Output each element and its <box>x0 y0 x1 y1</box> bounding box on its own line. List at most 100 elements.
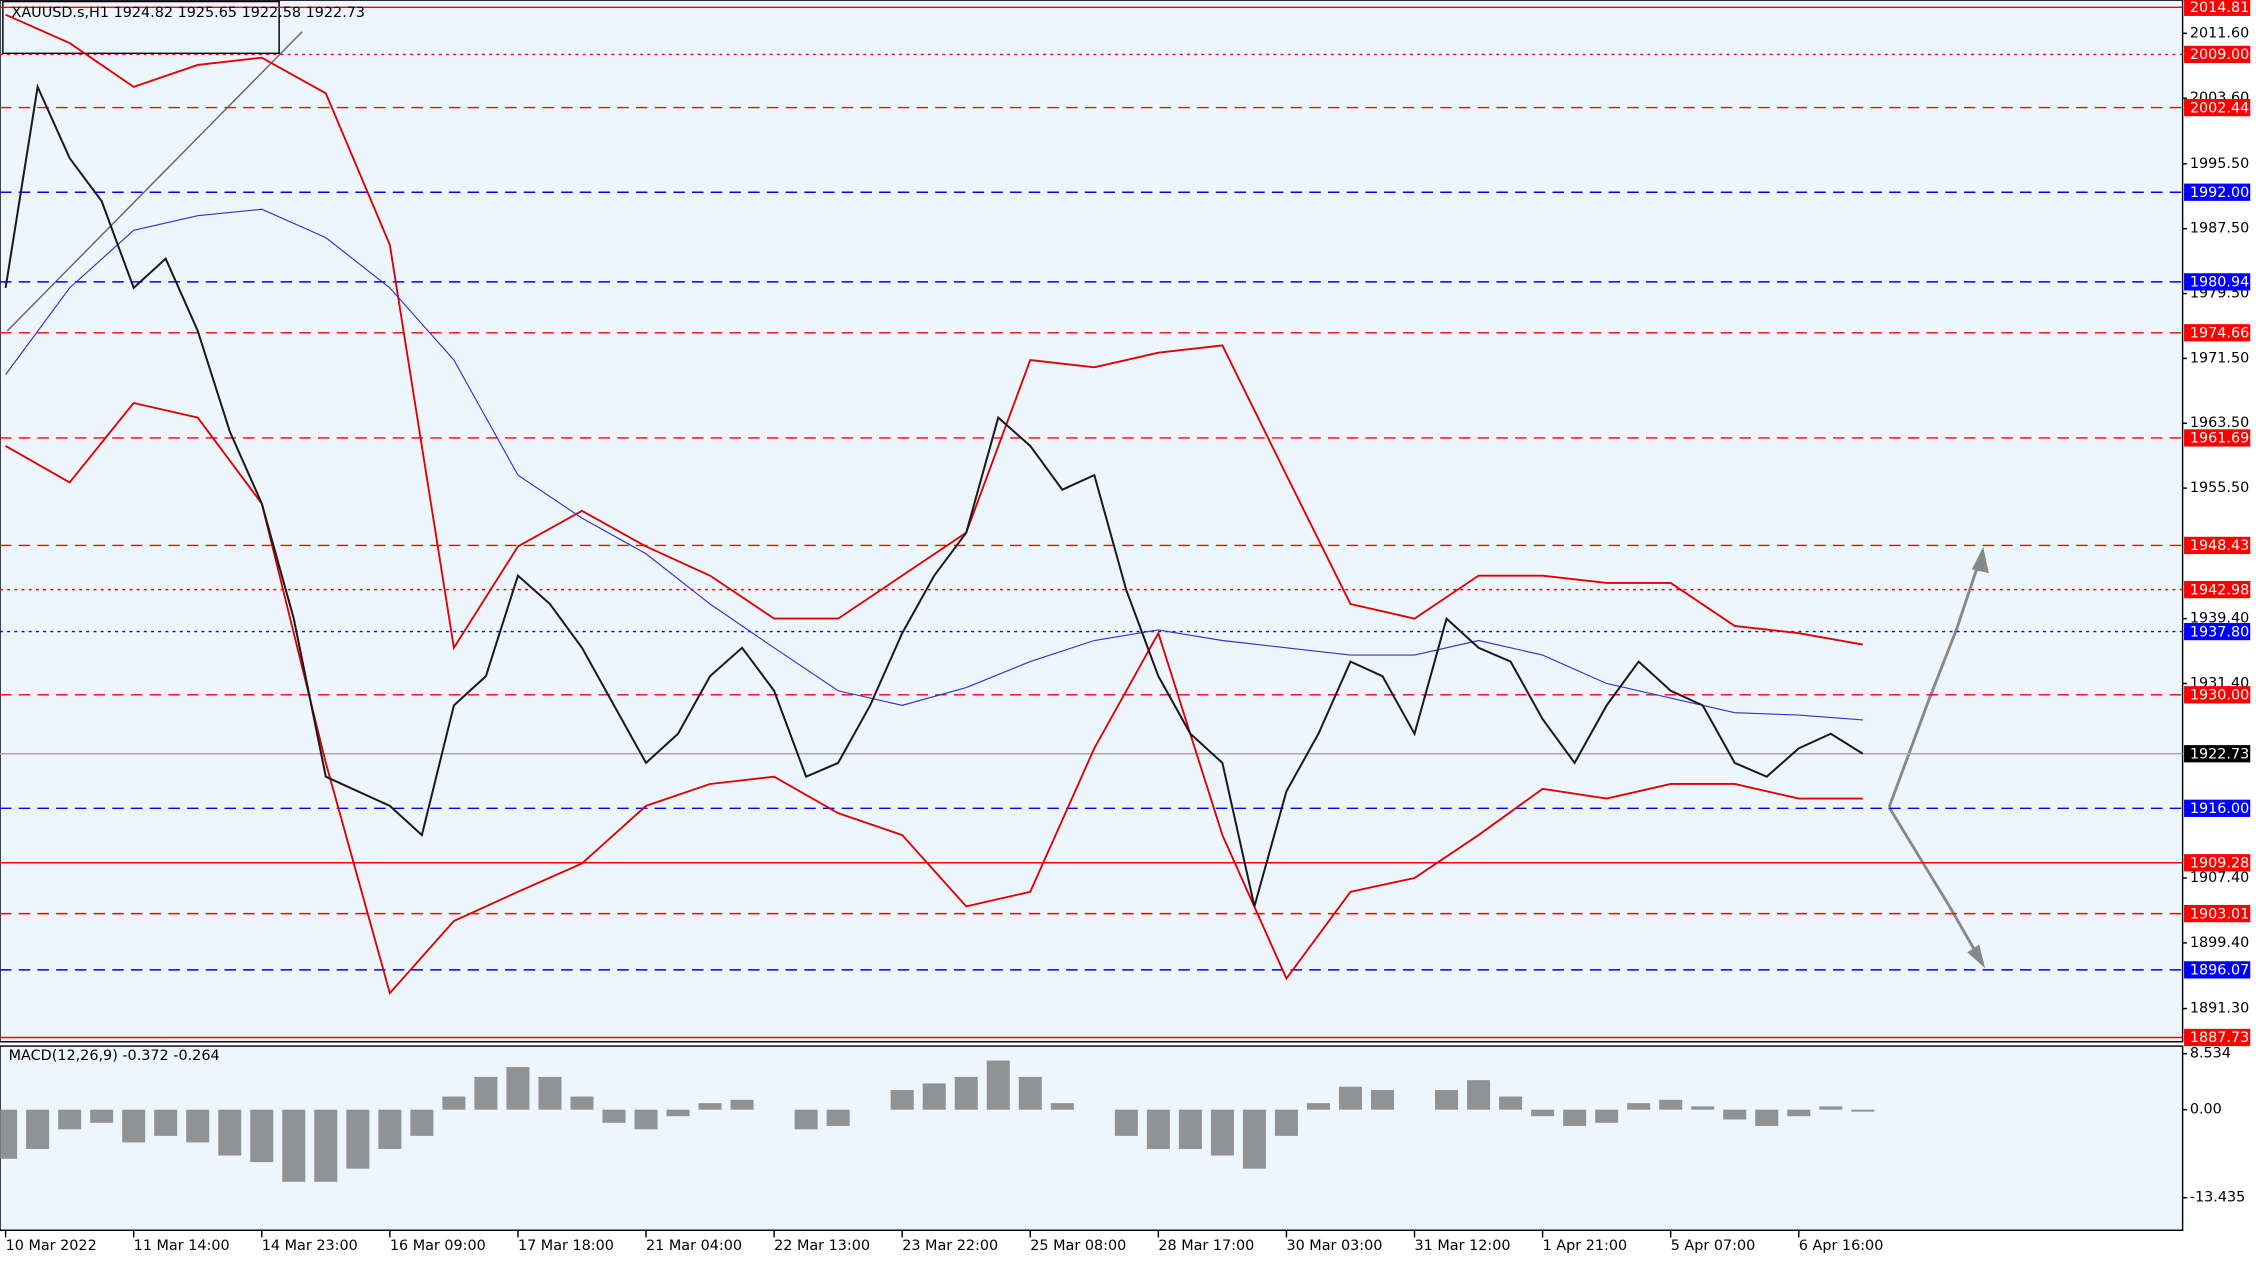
macd-bar <box>506 1067 530 1110</box>
level-label-box <box>2184 745 2251 763</box>
macd-bar <box>1819 1106 1843 1110</box>
trend-line <box>6 31 303 332</box>
macd-bar <box>1178 1109 1202 1149</box>
x-tick-label: 25 Mar 08:00 <box>1030 1238 1126 1254</box>
up-arrow <box>1887 550 1984 808</box>
macd-bar <box>90 1109 114 1123</box>
price-panel <box>0 0 2184 1043</box>
level-label: 2014.81 <box>2190 0 2249 16</box>
title-box <box>2 0 280 55</box>
y-tick-label: 8.534 <box>2190 1046 2231 1062</box>
x-tick-label: 28 Mar 17:00 <box>1158 1238 1254 1254</box>
level-label-box <box>2184 799 2251 817</box>
macd-bar <box>250 1109 274 1163</box>
macd-bar <box>122 1109 146 1143</box>
macd-bar <box>1274 1109 1298 1136</box>
level-label-box <box>2184 0 2251 16</box>
level-label: 1942.98 <box>2190 582 2249 598</box>
down-arrow <box>1887 806 1984 965</box>
x-tick-label: 14 Mar 23:00 <box>262 1238 358 1254</box>
x-tick-label: 11 Mar 14:00 <box>134 1238 230 1254</box>
macd-bar <box>634 1109 658 1130</box>
y-tick-label: 1995.50 <box>2190 156 2249 172</box>
y-tick-label: 0.00 <box>2190 1102 2222 1118</box>
indicator-line <box>5 208 1863 721</box>
macd-bar <box>378 1109 402 1149</box>
level-label: 1992.00 <box>2190 185 2249 201</box>
level-label: 1887.73 <box>2190 1030 2249 1046</box>
level-label: 1974.66 <box>2190 326 2249 342</box>
level-label-box <box>2184 961 2251 979</box>
macd-bar <box>730 1099 754 1110</box>
level-label: 1937.80 <box>2190 624 2249 640</box>
macd-bar <box>666 1109 690 1117</box>
macd-bar <box>442 1096 466 1110</box>
x-tick-label: 6 Apr 16:00 <box>1799 1238 1884 1254</box>
level-label-box <box>2184 45 2251 64</box>
price-line <box>4 83 1864 907</box>
macd-bar <box>538 1076 562 1110</box>
x-tick-label: 5 Apr 07:00 <box>1671 1238 1756 1254</box>
macd-bar <box>698 1103 722 1110</box>
macd-bar <box>1755 1109 1779 1127</box>
level-label-box <box>2184 622 2251 641</box>
macd-bar <box>1050 1103 1074 1110</box>
macd-bar <box>1338 1086 1362 1110</box>
x-tick-label: 10 Mar 2022 <box>6 1238 97 1254</box>
level-label-box <box>2184 98 2251 117</box>
macd-bar <box>314 1109 338 1182</box>
macd-bar <box>1210 1109 1234 1156</box>
macd-bar <box>826 1109 850 1127</box>
macd-bar <box>1659 1099 1683 1110</box>
x-tick-label: 16 Mar 09:00 <box>390 1238 486 1254</box>
macd-bar <box>186 1109 210 1143</box>
macd-bar <box>1691 1106 1715 1110</box>
level-label: 1961.69 <box>2190 431 2249 447</box>
level-label: 1930.00 <box>2190 688 2249 704</box>
macd-bar <box>1627 1103 1651 1110</box>
x-tick-label: 30 Mar 03:00 <box>1286 1238 1382 1254</box>
y-tick-label: 1955.50 <box>2190 480 2249 496</box>
macd-bar <box>1435 1089 1459 1110</box>
macd-bar <box>1370 1089 1395 1110</box>
y-tick-label: 1963.50 <box>2190 415 2249 431</box>
level-label-box <box>2184 183 2251 201</box>
macd-bar <box>218 1109 242 1156</box>
macd-bar <box>1787 1109 1811 1117</box>
level-label: 1903.01 <box>2190 906 2249 922</box>
macd-bar <box>1242 1109 1266 1169</box>
macd-bar <box>0 1109 18 1159</box>
y-tick-label: 1899.40 <box>2190 935 2249 951</box>
level-label: 1922.73 <box>2190 746 2249 762</box>
arrow-head <box>1967 944 1986 969</box>
macd-bar <box>346 1109 370 1169</box>
macd-bar <box>890 1089 914 1110</box>
level-label-box <box>2184 324 2251 342</box>
level-label: 1948.43 <box>2190 538 2249 554</box>
arrow-head <box>1971 546 1989 574</box>
macd-bar <box>1018 1076 1042 1110</box>
level-label-box <box>2184 686 2251 704</box>
x-tick-label: 17 Mar 18:00 <box>518 1238 614 1254</box>
macd-bar <box>1306 1103 1330 1110</box>
macd-bar <box>282 1109 306 1182</box>
macd-bar <box>154 1109 178 1136</box>
macd-bar <box>1499 1096 1523 1110</box>
macd-bar <box>1467 1080 1491 1110</box>
y-tick-label: 2011.60 <box>2190 25 2249 41</box>
level-label-box <box>2184 580 2251 599</box>
y-tick-label: 1987.50 <box>2190 221 2249 237</box>
projection-arrows <box>1887 546 1989 969</box>
level-label-box <box>2184 536 2251 555</box>
y-tick-label: 1939.40 <box>2190 611 2249 627</box>
level-label-box <box>2184 429 2251 447</box>
level-label: 2009.00 <box>2190 47 2249 63</box>
y-tick-label: 1971.50 <box>2190 350 2249 366</box>
chart-title: XAUUSD.s,H1 1924.82 1925.65 1922.58 1922… <box>12 5 366 21</box>
x-tick-label: 22 Mar 13:00 <box>774 1238 870 1254</box>
indicator-line <box>5 13 1863 651</box>
macd-bar <box>1146 1109 1170 1149</box>
level-label: 1980.94 <box>2190 275 2249 291</box>
